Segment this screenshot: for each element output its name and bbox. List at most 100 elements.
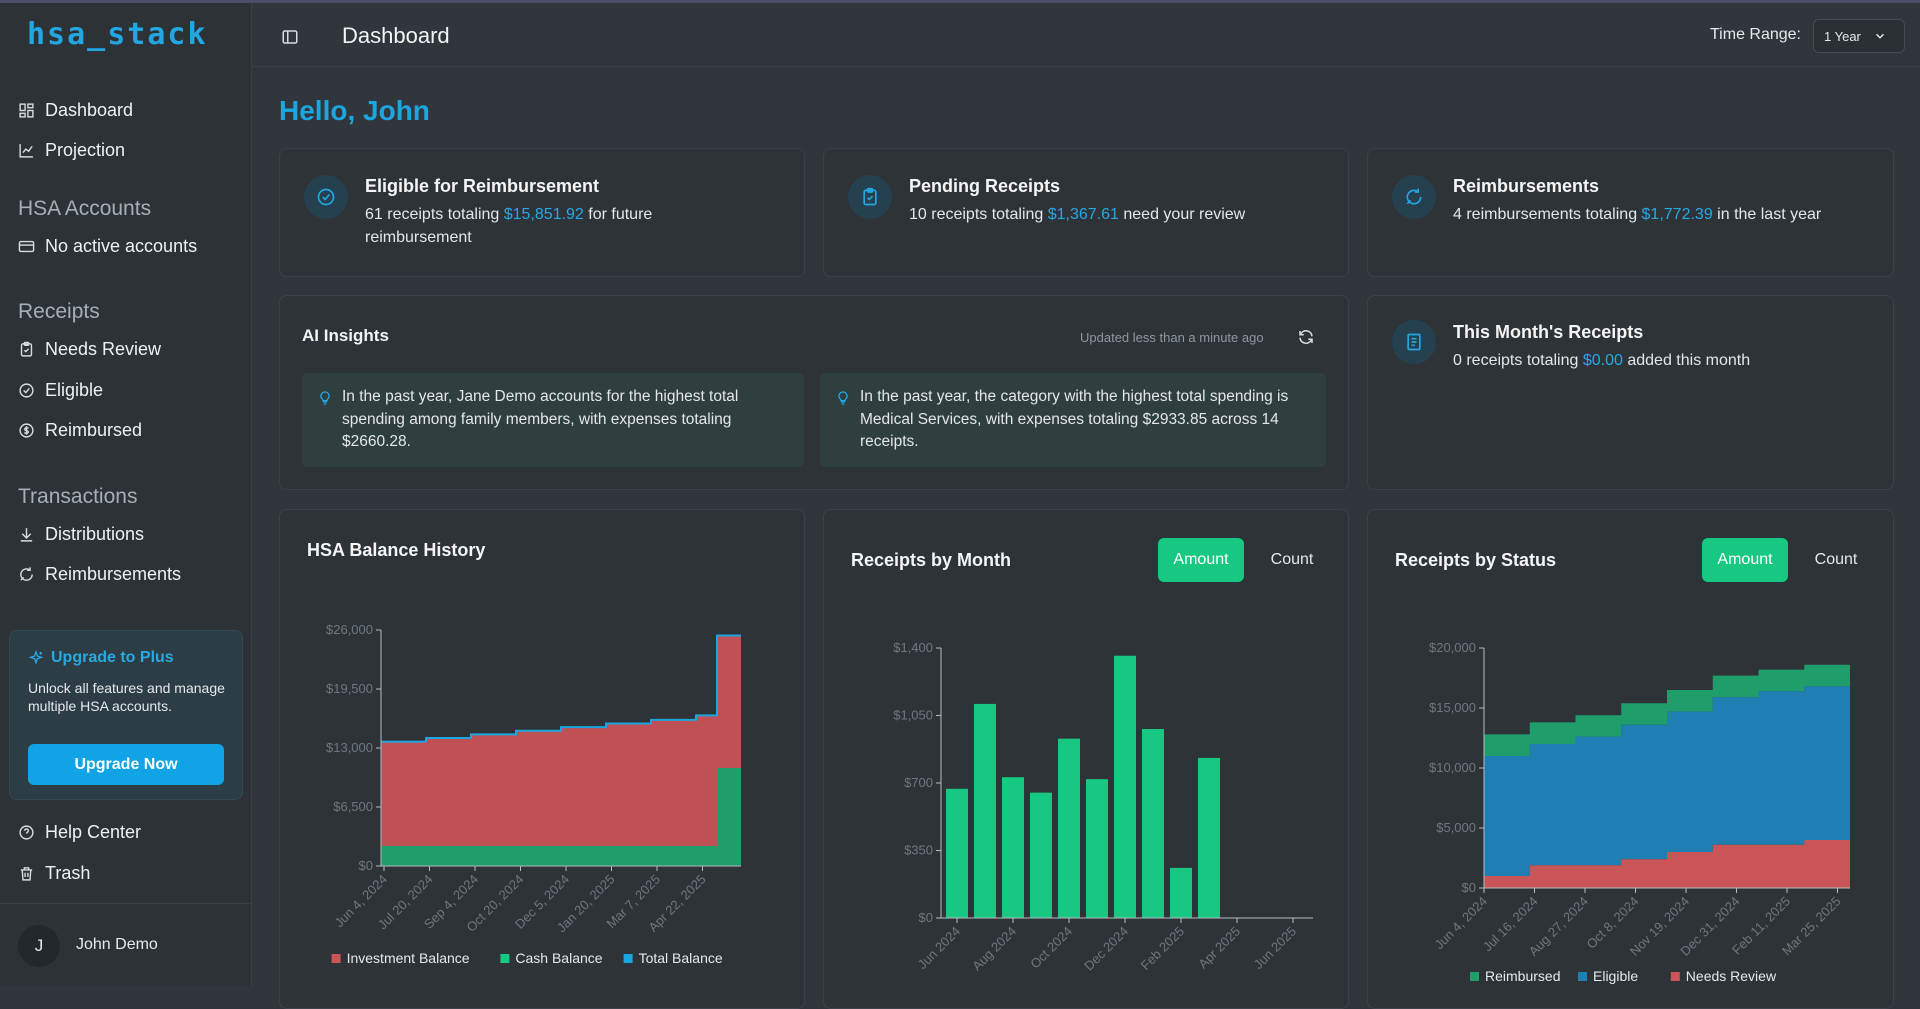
- card-text-before: 10 receipts totaling: [909, 206, 1048, 223]
- upgrade-now-button[interactable]: Upgrade Now: [28, 744, 224, 785]
- user-name[interactable]: John Demo: [76, 936, 158, 953]
- y-tick-label: $0: [359, 858, 373, 873]
- refresh-icon[interactable]: [1297, 328, 1315, 346]
- sidebar-item-dashboard[interactable]: Dashboard: [18, 100, 133, 121]
- updated-timestamp: Updated less than a minute ago: [1080, 330, 1264, 345]
- x-tick-label: Dec 2024: [1081, 924, 1131, 974]
- icon-circle: [1392, 320, 1436, 364]
- check-circle-icon: [317, 188, 335, 206]
- legend-swatch: [1670, 972, 1680, 981]
- insight-text: In the past year, Jane Demo accounts for…: [342, 388, 739, 450]
- y-tick-label: $0: [919, 910, 933, 925]
- icon-circle: [848, 175, 892, 219]
- card-text-before: 0 receipts totaling: [1453, 352, 1583, 369]
- sparkles-icon: [28, 650, 44, 665]
- card-text: 10 receipts totaling $1,367.61 need your…: [909, 203, 1329, 226]
- help-circle-icon: [19, 825, 34, 840]
- chart-title: Receipts by Status: [1395, 550, 1557, 570]
- y-tick-label: $6,500: [333, 799, 373, 814]
- sidebar-item-projection[interactable]: Projection: [18, 140, 125, 161]
- y-tick-label: $700: [904, 775, 933, 790]
- icon-circle: [1392, 175, 1436, 219]
- avatar[interactable]: J: [18, 925, 60, 967]
- card-text: 4 reimbursements totaling $1,772.39 in t…: [1453, 203, 1883, 226]
- card-text-after: added this month: [1622, 352, 1751, 369]
- time-range-select[interactable]: 1 Year: [1813, 19, 1905, 53]
- bar: [1002, 777, 1024, 918]
- pending-card[interactable]: Pending Receipts 10 receipts totaling $1…: [823, 148, 1349, 277]
- sidebar-item-label: Eligible: [45, 380, 104, 400]
- receipts-by-month-chart[interactable]: $0 $350 $700 $1,050 $1,400 Jun 2024 Aug 2024 Oc…: [824, 510, 1350, 990]
- legend-swatch: [1470, 972, 1479, 981]
- y-tick-label: $1,050: [893, 708, 933, 723]
- refresh-icon: [20, 567, 33, 581]
- legend-label: Total Balance: [639, 950, 723, 966]
- y-tick-label: $15,000: [1429, 700, 1476, 715]
- amount-toggle-button[interactable]: Amount: [1158, 538, 1244, 582]
- top-header: Dashboard Time Range: 1 Year: [252, 3, 1920, 67]
- bar: [1030, 792, 1052, 918]
- insight-text: In the past year, the category with the …: [860, 388, 1289, 450]
- upgrade-description: Unlock all features and manage multiple …: [28, 680, 225, 714]
- card-text-after: in the last year: [1712, 206, 1822, 223]
- card-text-before: 61 receipts totaling: [365, 206, 504, 223]
- reimbursed-area: [1484, 664, 1850, 756]
- eligible-area: [1484, 686, 1850, 876]
- sidebar-item-label: Reimbursed: [45, 420, 143, 440]
- sidebar-item-label: Reimbursements: [45, 564, 182, 584]
- y-tick-label: $350: [904, 843, 933, 858]
- upgrade-title-text: Upgrade to Plus: [51, 649, 174, 666]
- needs-review-area: [1484, 840, 1850, 888]
- amount-toggle-button[interactable]: Amount: [1702, 538, 1788, 582]
- investment-balance-area: [381, 635, 741, 847]
- sidebar-item-trash[interactable]: Trash: [18, 863, 90, 884]
- upgrade-card: Upgrade to Plus Unlock all features and …: [9, 630, 243, 800]
- bar: [1114, 655, 1136, 918]
- download-icon: [20, 528, 33, 542]
- window-top-line: [0, 0, 1920, 3]
- reimbursements-card[interactable]: Reimbursements 4 reimbursements totaling…: [1367, 148, 1894, 277]
- y-tick-label: $20,000: [1429, 640, 1476, 655]
- y-tick-label: $0: [1462, 880, 1476, 895]
- count-toggle-button[interactable]: Count: [1814, 551, 1858, 568]
- upgrade-title: Upgrade to Plus: [28, 649, 174, 667]
- sidebar-item-reimbursements[interactable]: Reimbursements: [18, 564, 181, 585]
- sidebar-item-reimbursed[interactable]: Reimbursed: [18, 420, 142, 441]
- sidebar-item-needs-review[interactable]: Needs Review: [18, 339, 161, 360]
- x-tick-label: Feb 2025: [1138, 924, 1187, 973]
- sidebar-item-no-active-accounts[interactable]: No active accounts: [18, 236, 197, 257]
- bar: [1058, 738, 1080, 918]
- legend-label: Investment Balance: [347, 950, 470, 966]
- check-circle-icon: [19, 383, 34, 398]
- receipts-by-month-card: Receipts by Month Amount Count $0 $350 $70…: [823, 509, 1349, 1009]
- eligible-card[interactable]: Eligible for Reimbursement 61 receipts t…: [279, 148, 805, 277]
- sidebar-item-help-center[interactable]: Help Center: [18, 822, 141, 843]
- sidebar: hsa_stack Dashboard Projection HSA Accou…: [0, 3, 252, 986]
- bar: [1198, 757, 1220, 918]
- chevron-down-icon: [1875, 33, 1884, 39]
- trash-icon: [20, 867, 33, 881]
- sidebar-item-eligible[interactable]: Eligible: [18, 380, 103, 401]
- legend-swatch: [500, 954, 510, 963]
- x-tick-label: Oct 2024: [1027, 924, 1075, 972]
- y-tick-label: $1,400: [893, 640, 933, 655]
- section-hsa-accounts: HSA Accounts: [18, 197, 152, 220]
- sidebar-item-distributions[interactable]: Distributions: [18, 524, 144, 545]
- card-title: Pending Receipts: [909, 176, 1061, 196]
- receipts-by-status-card: Receipts by Status Amount Count $0 $5,000…: [1367, 509, 1894, 1009]
- pending-amount: $1,367.61: [1047, 206, 1119, 223]
- this-month-card[interactable]: This Month's Receipts 0 receipts totalin…: [1367, 295, 1894, 490]
- card-title: Reimbursements: [1453, 176, 1600, 196]
- sidebar-toggle-icon[interactable]: [281, 28, 299, 46]
- count-toggle-button[interactable]: Count: [1270, 551, 1314, 568]
- card-text: 0 receipts totaling $0.00 added this mon…: [1453, 349, 1873, 372]
- app-logo[interactable]: hsa_stack: [27, 17, 208, 52]
- x-tick-label: Jun 2025: [1251, 924, 1299, 972]
- x-tick-label: Apr 2025: [1195, 924, 1243, 972]
- section-receipts: Receipts: [18, 300, 100, 323]
- legend-swatch: [623, 954, 633, 963]
- legend-swatch: [331, 954, 341, 963]
- legend-label: Eligible: [1593, 968, 1638, 984]
